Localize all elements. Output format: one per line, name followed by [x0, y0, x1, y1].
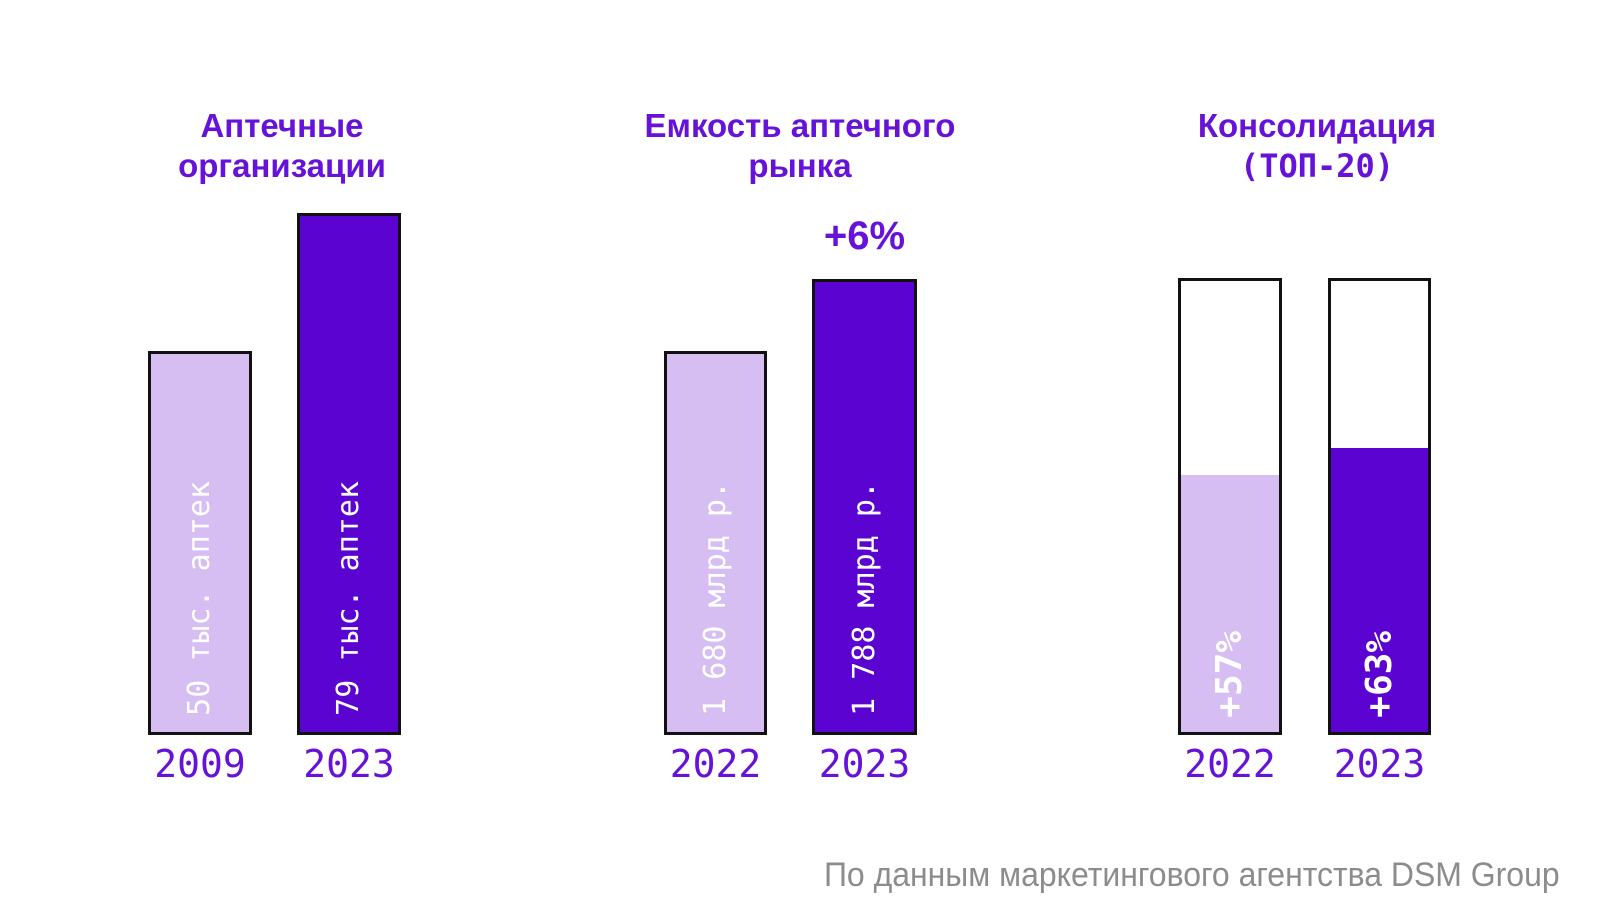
x-axis-label-2022: 2022	[1184, 742, 1276, 786]
chart-title-line1: Консолидация	[1197, 107, 1437, 144]
bar-2023-pharmacies: 79 тыс. аптек	[297, 213, 401, 735]
percent-label: +63%	[1358, 631, 1400, 718]
chart-title: Аптечные организации	[178, 107, 386, 184]
bar-value-label: 50 тыс. аптек	[182, 481, 217, 716]
bar-value-label: 1 788 млрд р.	[846, 481, 882, 716]
data-source-note: По данным маркетингового агентства DSM G…	[824, 856, 1560, 894]
chart-title: Емкость аптечного рынка	[644, 107, 956, 184]
chart-title: Консолидация (ТОП-20)	[1152, 106, 1482, 186]
progress-bar-2022: +57%	[1178, 278, 1282, 735]
x-axis-label-2023: 2023	[303, 742, 395, 786]
bar-2009-pharmacies: 50 тыс. аптек	[148, 351, 252, 735]
x-axis-label-2023: 2023	[818, 742, 911, 786]
bar-value-label: 79 тыс. аптек	[331, 481, 366, 716]
progress-bar-2023: +63%	[1328, 278, 1431, 735]
x-axis-label-2023: 2023	[1333, 742, 1426, 786]
chart-subtitle: (ТОП-20)	[1239, 147, 1395, 185]
growth-annotation: +6%	[823, 214, 906, 258]
percent-label: +57%	[1209, 631, 1250, 718]
x-axis-label-2009: 2009	[154, 742, 246, 786]
x-axis-label-2022: 2022	[669, 742, 762, 786]
bar-2023-market: 1 788 млрд р.	[812, 279, 917, 735]
progress-fill-2022	[1181, 474, 1279, 732]
bar-value-label: 1 680 млрд р.	[697, 481, 733, 716]
bar-2022-market: 1 680 млрд р.	[664, 351, 767, 735]
progress-fill-2023	[1331, 447, 1428, 732]
